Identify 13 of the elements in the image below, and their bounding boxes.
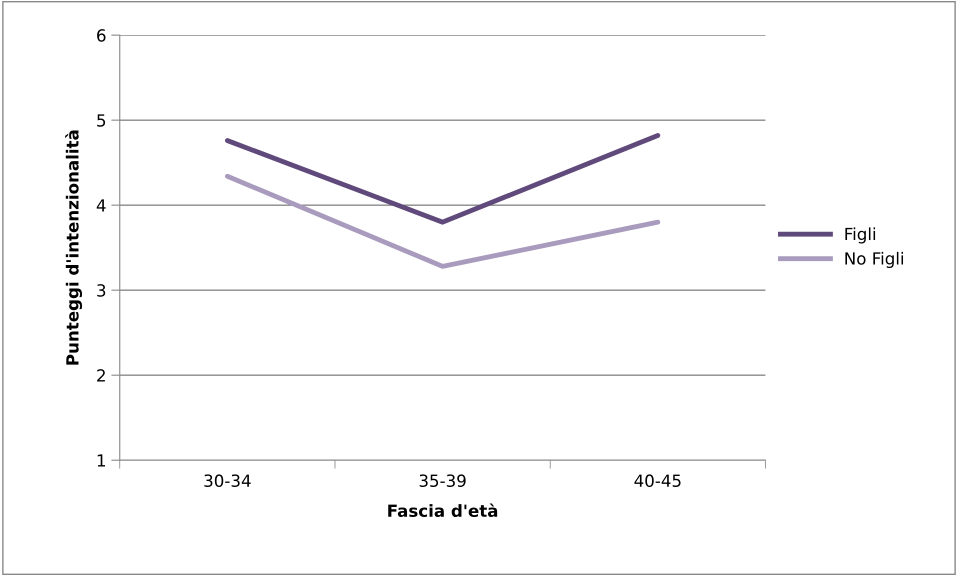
y-tick-label: 1: [98, 454, 106, 467]
legend-label: No Figli: [845, 252, 904, 268]
x-tick-label: 30-34: [204, 474, 251, 488]
y-tick-label: 5: [97, 114, 106, 127]
x-tick-label: 35-39: [420, 474, 466, 488]
x-tick-label: 40-45: [634, 474, 681, 488]
y-axis-title: Punteggi d'intenzionalità: [65, 130, 82, 365]
y-tick-label: 3: [97, 284, 106, 297]
y-tick-label: 6: [97, 29, 106, 42]
y-tick-label: 2: [97, 369, 105, 382]
x-axis-title: Fascia d'età: [388, 503, 498, 518]
legend-label: Figli: [845, 227, 876, 244]
y-tick-label: 4: [96, 199, 106, 212]
